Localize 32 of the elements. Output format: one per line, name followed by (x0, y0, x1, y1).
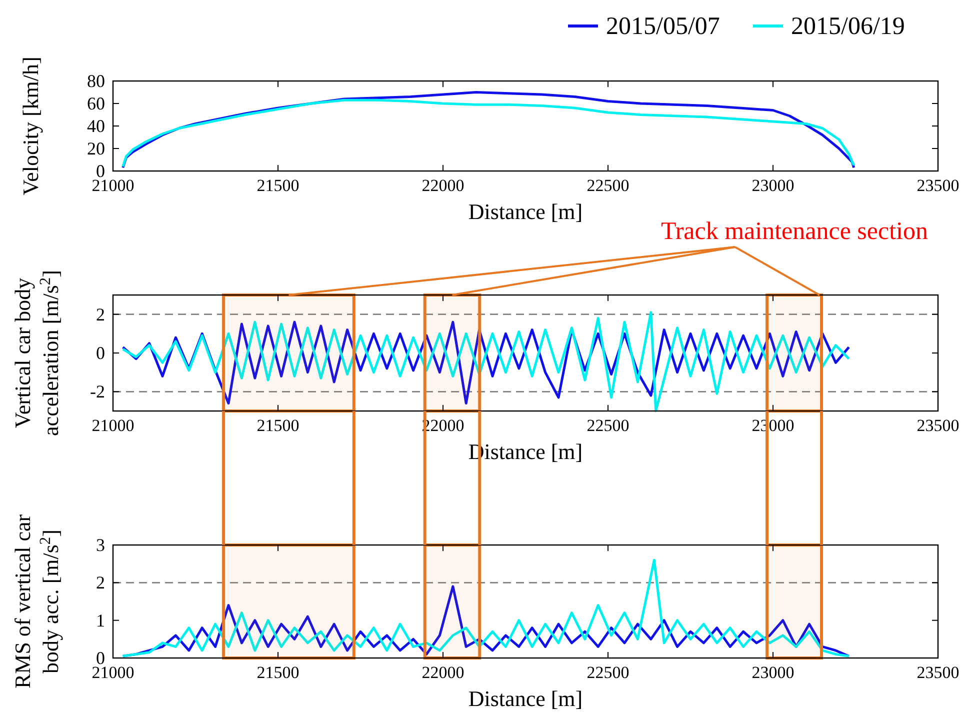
line-series (122, 558, 850, 658)
legend-label: 2015/06/19 (791, 13, 905, 40)
x-axis-title: Distance [m] (468, 199, 583, 224)
x-tick-label: 22000 (422, 176, 464, 195)
y-tick-label: 2 (96, 304, 105, 324)
x-tick-label: 23500 (916, 663, 960, 682)
legend-label: 2015/05/07 (606, 13, 720, 40)
y-axis-title: Velocity [km/h] (18, 56, 43, 196)
y-tick-label: 3 (96, 535, 105, 555)
x-tick-label: 21500 (256, 416, 300, 435)
x-tick-label: 22500 (586, 176, 630, 195)
text: Track maintenance section (660, 218, 928, 245)
x-tick-label: 21000 (92, 416, 134, 435)
line-series (122, 311, 850, 412)
x-tick-label: 21500 (256, 176, 300, 195)
x-tick-label: 22500 (586, 416, 630, 435)
x-tick-label: 23500 (916, 176, 960, 195)
y-tick-label: 40 (87, 116, 105, 136)
x-axis-title: Distance [m] (468, 686, 583, 711)
x-tick-label: 23500 (916, 416, 960, 435)
y-tick-label: 2 (96, 572, 105, 593)
y-tick-label: 1 (96, 610, 105, 630)
y-tick-label: 20 (87, 138, 105, 158)
x-tick-label: 23000 (752, 663, 794, 682)
y-tick-label: 0 (96, 343, 105, 363)
y-tick-label: -2 (90, 382, 105, 402)
x-tick-label: 22500 (586, 663, 630, 682)
y-tick-label: 80 (87, 71, 105, 91)
x-tick-label: 21500 (256, 663, 300, 682)
x-tick-label: 22000 (422, 663, 464, 682)
x-tick-label: 23000 (752, 176, 794, 195)
y-tick-label: 60 (87, 94, 105, 114)
